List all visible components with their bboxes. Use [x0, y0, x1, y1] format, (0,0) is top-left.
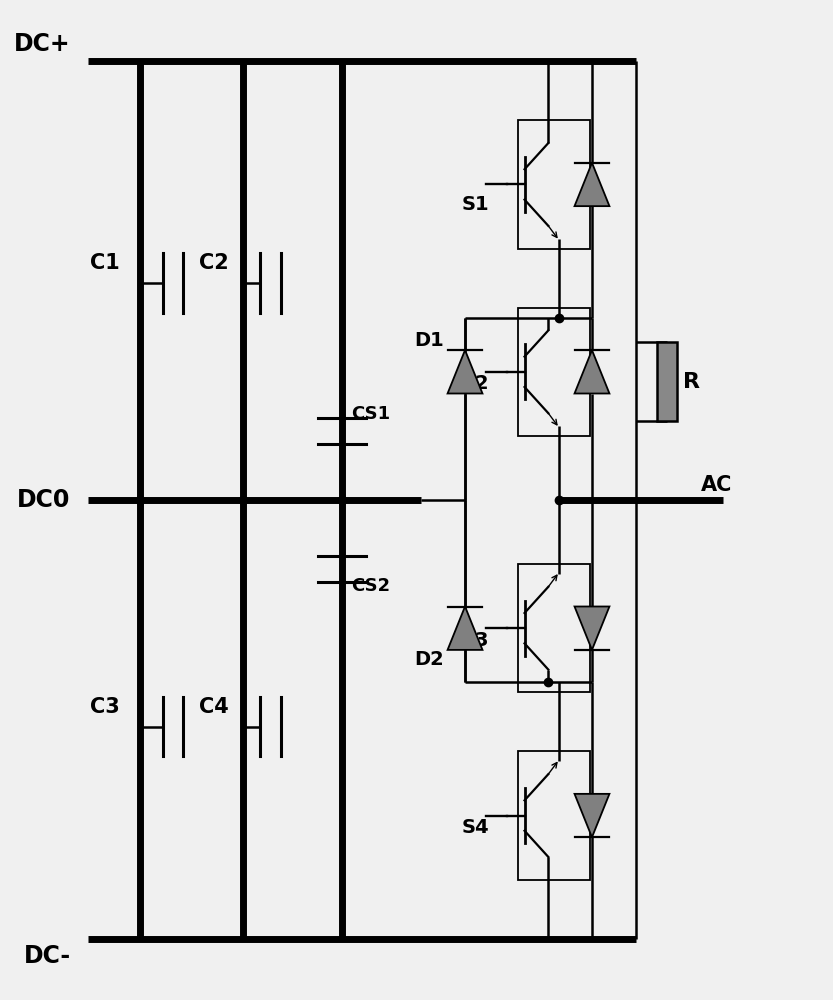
Polygon shape — [575, 606, 610, 650]
Text: S4: S4 — [461, 818, 489, 837]
Text: S1: S1 — [461, 195, 489, 214]
Polygon shape — [575, 163, 610, 206]
Text: CS2: CS2 — [352, 577, 391, 595]
Polygon shape — [575, 350, 610, 393]
Text: C4: C4 — [199, 697, 229, 717]
Text: C2: C2 — [199, 253, 229, 273]
Text: D1: D1 — [414, 331, 444, 350]
Text: D2: D2 — [414, 650, 444, 669]
Text: DC0: DC0 — [17, 488, 71, 512]
Bar — [657, 342, 677, 421]
Bar — [518, 751, 590, 880]
Text: DC+: DC+ — [14, 32, 71, 56]
Bar — [518, 564, 590, 692]
Text: AC: AC — [701, 475, 732, 495]
Polygon shape — [575, 794, 610, 837]
Text: R: R — [683, 372, 701, 392]
Text: S2: S2 — [461, 374, 489, 393]
Polygon shape — [447, 606, 482, 650]
Text: C3: C3 — [90, 697, 119, 717]
Polygon shape — [447, 350, 482, 393]
Bar — [518, 120, 590, 249]
Text: S3: S3 — [461, 631, 489, 650]
Text: CS1: CS1 — [352, 405, 391, 423]
Text: C1: C1 — [90, 253, 119, 273]
Text: DC-: DC- — [23, 944, 71, 968]
Bar — [518, 308, 590, 436]
